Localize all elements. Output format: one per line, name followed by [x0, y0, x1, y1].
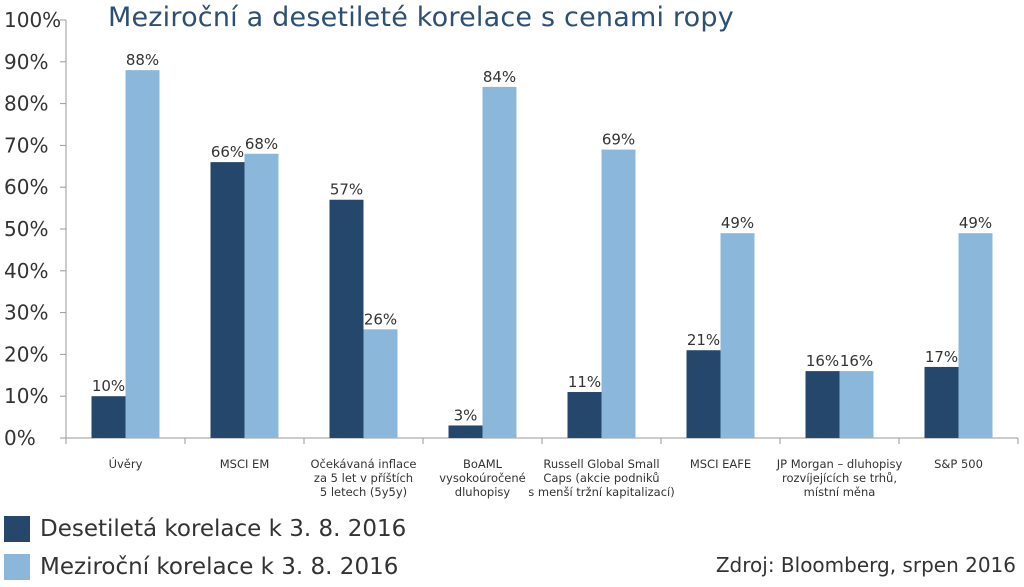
bar-series-1 — [210, 162, 245, 438]
data-label: 10% — [92, 377, 125, 395]
bar-series-1 — [567, 392, 602, 438]
category-label-line: za 5 let v příštích — [314, 471, 413, 485]
category-label-line: JP Morgan – dluhopisy — [776, 457, 903, 471]
bar-series-1 — [924, 366, 959, 438]
bar-series-2 — [601, 149, 636, 438]
legend-item-series-1: Desetiletá korelace k 3. 8. 2016 — [4, 516, 406, 542]
data-label: 16% — [806, 352, 839, 370]
category-label-line: Očekávaná inflace — [311, 457, 417, 471]
bar-series-1 — [686, 350, 721, 438]
bar-series-2 — [482, 86, 517, 438]
chart-title: Meziroční a desetileté korelace s cenami… — [108, 2, 734, 33]
legend-label-series-1: Desetiletá korelace k 3. 8. 2016 — [40, 516, 407, 542]
y-tick-label: 20% — [4, 342, 48, 366]
data-label: 68% — [245, 135, 278, 153]
category-label-line: dluhopisy — [455, 485, 511, 499]
bar-series-2 — [839, 371, 874, 438]
data-label: 17% — [925, 348, 958, 366]
category-label-line: Russell Global Small — [543, 457, 659, 471]
category-label-line: Úvěry — [109, 456, 143, 471]
data-label: 69% — [602, 131, 635, 149]
bar-series-1 — [329, 199, 364, 438]
data-label: 16% — [840, 352, 873, 370]
y-tick-label: 90% — [4, 50, 48, 74]
bar-series-2 — [958, 233, 993, 438]
category-label: JP Morgan – dluhopisy rozvíjejících se tr… — [776, 457, 903, 499]
bar-series-2 — [363, 329, 398, 438]
y-tick-label: 50% — [4, 217, 48, 241]
data-label: 26% — [364, 310, 397, 328]
data-label: 57% — [330, 181, 363, 199]
category-label-line: Caps (akcie podniků — [543, 471, 659, 485]
y-tick-label: 30% — [4, 301, 48, 325]
source-note: Zdroj: Bloomberg, srpen 2016 — [715, 553, 1016, 577]
data-label: 21% — [687, 331, 720, 349]
legend-swatch-series-2 — [4, 554, 30, 580]
category-label: Očekávaná inflace za 5 let v příštích 5 le… — [311, 457, 417, 499]
category-labels: Úvěry MSCI EM Očekávaná inflace za 5 let v … — [109, 456, 983, 499]
category-label-line: rozvíjejících se trhů, — [782, 471, 897, 485]
bar-series-1 — [91, 396, 126, 438]
data-label: 3% — [454, 406, 478, 424]
data-label: 49% — [721, 214, 754, 232]
category-label: Russell Global Small Caps (akcie podniků s… — [528, 457, 675, 499]
y-tick-label: 100% — [4, 8, 61, 32]
legend-swatch-series-1 — [4, 516, 30, 542]
category-label: S&P 500 — [934, 457, 983, 471]
y-axis: 0% 10% 20% 30% 40% 50% 60% 70% 80% 90% 100% — [4, 8, 67, 450]
data-label: 49% — [959, 214, 992, 232]
legend-item-series-2: Meziroční korelace k 3. 8. 2016 — [4, 554, 398, 580]
bar-series-1 — [448, 425, 483, 438]
y-tick-label: 40% — [4, 259, 48, 283]
y-tick-label: 80% — [4, 92, 48, 116]
bar-chart: 0% 10% 20% 30% 40% 50% 60% 70% 80% 90% 100% 10% 66%… — [4, 8, 1019, 499]
bar-series-2 — [244, 153, 279, 438]
y-tick-label: 60% — [4, 175, 48, 199]
category-label: BoAML vysokoúročené dluhopisy — [439, 457, 526, 499]
data-label: 84% — [483, 68, 516, 86]
category-label-line: místní měna — [804, 485, 876, 499]
data-label: 66% — [211, 143, 244, 161]
x-axis — [65, 437, 1019, 444]
legend-label-series-2: Meziroční korelace k 3. 8. 2016 — [40, 554, 399, 580]
y-tick-label: 10% — [4, 384, 48, 408]
data-labels: 10% 66% 57% 3% 11% 21% 16% 17% 88% 68% 26% 84% 69% 49… — [92, 51, 992, 424]
category-label-line: BoAML — [463, 457, 503, 471]
category-label-line: 5 letech (5y5y) — [320, 485, 407, 499]
bar-series-2 — [720, 233, 755, 438]
y-tick-label: 70% — [4, 133, 48, 157]
data-label: 88% — [126, 51, 159, 69]
bar-series-1 — [805, 371, 840, 438]
category-label: MSCI EM — [220, 457, 270, 471]
bar-series-2 — [125, 70, 160, 438]
category-label-line: MSCI EM — [220, 457, 270, 471]
category-label: MSCI EAFE — [690, 457, 751, 471]
category-label-line: s menší tržní kapitalizací) — [528, 485, 675, 499]
y-tick-label: 0% — [4, 426, 36, 450]
category-label-line: S&P 500 — [934, 457, 983, 471]
category-label-line: MSCI EAFE — [690, 457, 751, 471]
bars — [91, 70, 993, 438]
data-label: 11% — [568, 373, 601, 391]
category-label-line: vysokoúročené — [439, 471, 526, 485]
category-label: Úvěry — [109, 456, 143, 471]
